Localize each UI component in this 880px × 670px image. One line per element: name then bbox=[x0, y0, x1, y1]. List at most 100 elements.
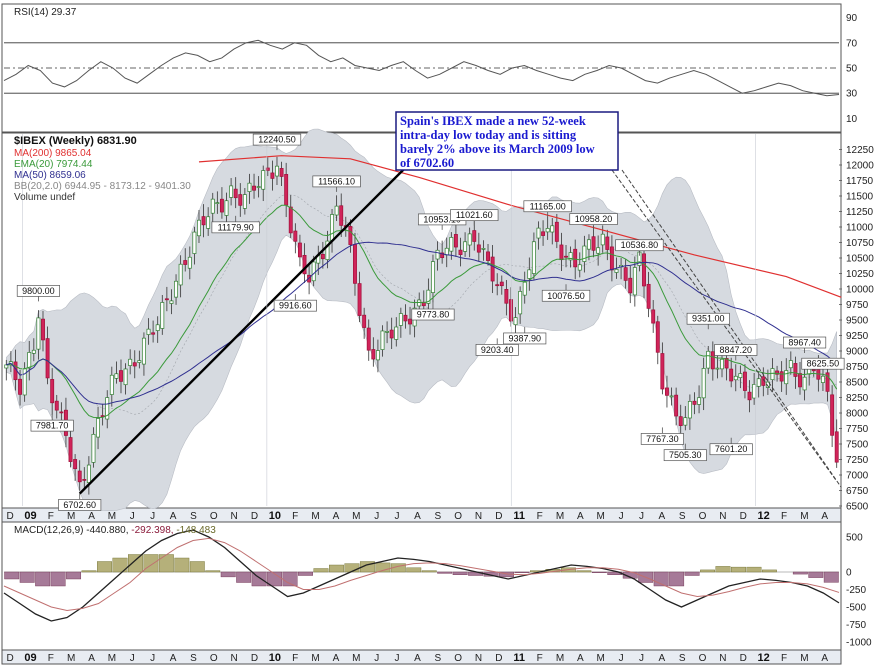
candle-body bbox=[348, 226, 353, 245]
macd-panel bbox=[1, 521, 842, 651]
time-tick-label: N bbox=[231, 653, 238, 664]
time-tick-label: M bbox=[67, 653, 75, 664]
time-tick-label: J bbox=[150, 511, 155, 522]
price-tick-label: 9250 bbox=[846, 331, 869, 342]
candle-body bbox=[811, 369, 816, 372]
price-tick-label: 10000 bbox=[846, 285, 874, 296]
candle-body bbox=[600, 233, 605, 246]
callout-pointer bbox=[611, 169, 838, 482]
candle-body bbox=[559, 244, 564, 261]
candle-body bbox=[770, 368, 775, 381]
candle-body bbox=[692, 400, 697, 405]
candle-body bbox=[380, 330, 385, 350]
candle-body bbox=[513, 317, 518, 326]
candle-body bbox=[73, 459, 78, 470]
rsi-layer bbox=[3, 39, 840, 97]
candle-body bbox=[720, 358, 724, 370]
annotation-label: 9800.00 bbox=[22, 286, 55, 296]
annotation-box bbox=[450, 209, 499, 222]
time-tick-label: S bbox=[434, 653, 441, 664]
macd-histogram-bar bbox=[808, 571, 824, 578]
candle-body bbox=[440, 252, 445, 259]
time-tick-label: 10 bbox=[269, 652, 281, 664]
time-tick-label: M bbox=[556, 653, 564, 664]
ma50-line bbox=[6, 241, 838, 405]
candle-body bbox=[431, 261, 435, 293]
candle-body bbox=[311, 261, 316, 282]
candle-body bbox=[651, 309, 656, 324]
annotation-label: 8625.50 bbox=[807, 359, 840, 369]
annotation-box bbox=[801, 357, 845, 370]
candle-body bbox=[201, 216, 206, 226]
annotation-layer: 12240.50 11566.10 11179.90 9800.00 7981.70 67… bbox=[16, 133, 845, 511]
price-tick-label: 8250 bbox=[846, 393, 869, 404]
candle-body bbox=[642, 253, 646, 287]
time-tick-label: D bbox=[495, 511, 502, 522]
ema20-line bbox=[6, 204, 838, 419]
candle-body bbox=[476, 244, 481, 253]
candle-body bbox=[660, 353, 665, 390]
macd-tick-label: -500 bbox=[846, 603, 866, 614]
time-tick-label: N bbox=[719, 653, 726, 664]
time-tick-label: M bbox=[108, 511, 116, 522]
time-tick-label: N bbox=[475, 653, 482, 664]
time-axis-strip bbox=[1, 507, 842, 523]
time-tick-label: A bbox=[414, 511, 421, 522]
candle-body bbox=[646, 283, 651, 309]
price-tick-label: 7500 bbox=[846, 440, 869, 451]
candle-body bbox=[151, 332, 156, 335]
macd-histogram-bar bbox=[4, 571, 20, 580]
annotation-box bbox=[211, 221, 260, 234]
time-tick-label: J bbox=[639, 511, 644, 522]
price-tick-label: 10750 bbox=[846, 238, 874, 249]
rsi-tick-label: 30 bbox=[846, 89, 858, 100]
time-tick-label: A bbox=[821, 511, 828, 522]
candle-body bbox=[587, 239, 591, 250]
macd-histogram-bar bbox=[700, 569, 715, 573]
annotation-label: 7981.70 bbox=[36, 421, 69, 431]
time-tick-label: 11 bbox=[513, 652, 525, 664]
time-tick-label: N bbox=[231, 511, 238, 522]
candle-body bbox=[247, 182, 252, 192]
candle-body bbox=[357, 283, 362, 316]
annotation-label: 9203.40 bbox=[481, 345, 514, 355]
price-tick-label: 8750 bbox=[846, 362, 869, 373]
candle-body bbox=[224, 200, 229, 216]
rsi-label: RSI(14) 29.37 bbox=[14, 7, 77, 18]
time-tick-label: A bbox=[821, 653, 828, 664]
time-tick-label: D bbox=[740, 511, 747, 522]
callout-frame bbox=[395, 111, 619, 171]
time-tick-label: F bbox=[781, 653, 787, 664]
annotation-box bbox=[312, 175, 361, 188]
time-tick-label: J bbox=[395, 653, 400, 664]
candle-body bbox=[160, 302, 165, 329]
macd-histogram-bar bbox=[174, 557, 190, 573]
candle-body bbox=[504, 289, 509, 304]
candle-body bbox=[710, 351, 715, 370]
callout-line-1: Spain's IBEX made a new 52-week bbox=[400, 114, 586, 128]
time-tick-label: F bbox=[537, 653, 543, 664]
time-tick-label: A bbox=[88, 653, 95, 664]
time-tick-label: A bbox=[658, 653, 665, 664]
time-tick-label: F bbox=[292, 653, 298, 664]
annotation-label: 7767.30 bbox=[646, 434, 679, 444]
time-tick-label: J bbox=[130, 653, 135, 664]
candle-body bbox=[481, 248, 486, 250]
candle-body bbox=[86, 464, 91, 484]
macd-histogram-bar bbox=[97, 561, 112, 573]
time-tick-label: M bbox=[108, 653, 116, 664]
candle-body bbox=[733, 375, 738, 381]
macd-histogram-bar bbox=[731, 566, 746, 573]
candle-body bbox=[91, 433, 96, 463]
macd-tick-label: -1000 bbox=[846, 638, 872, 649]
macd-histogram-bar bbox=[576, 570, 592, 573]
macd-histogram-bar bbox=[298, 571, 313, 576]
candle-body bbox=[233, 188, 238, 199]
rsi-tick-label: 90 bbox=[846, 13, 858, 24]
candle-body bbox=[495, 284, 500, 287]
candle-body bbox=[252, 185, 256, 191]
time-tick-label: S bbox=[434, 511, 441, 522]
time-tick-label: M bbox=[311, 653, 319, 664]
annotation-label: 11165.00 bbox=[530, 201, 566, 211]
